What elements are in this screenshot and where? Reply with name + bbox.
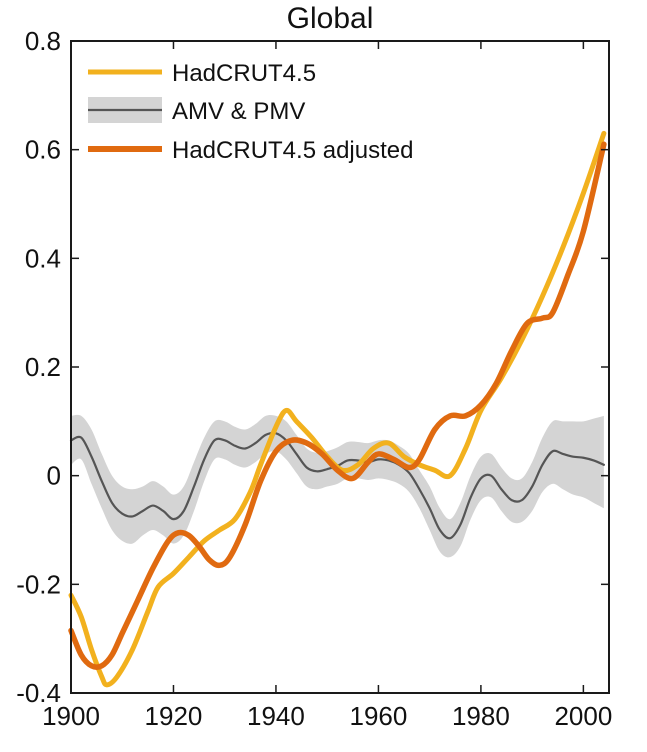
y-axis: -0.4 -0.2 0 0.2 0.4 0.6 0.8 xyxy=(16,26,609,708)
confidence-band-layer xyxy=(71,414,604,558)
hadcrut45-line xyxy=(68,130,607,688)
legend-label: AMV & PMV xyxy=(172,98,305,125)
legend-entry-hadcrut45: HadCRUT4.5 xyxy=(88,60,316,87)
x-tick-label: 1940 xyxy=(247,701,305,731)
legend-entry-hadcrut45-adjusted: HadCRUT4.5 adjusted xyxy=(88,137,413,164)
x-tick-label: 1920 xyxy=(145,701,203,731)
x-tick-label: 1900 xyxy=(42,701,100,731)
y-tick-label: -0.4 xyxy=(16,678,61,708)
x-tick-label: 2000 xyxy=(554,701,612,731)
hadcrut45-adjusted-line xyxy=(68,141,607,670)
y-tick-label: -0.2 xyxy=(16,569,61,599)
y-tick-label: 0.2 xyxy=(25,352,61,382)
y-tick-label: 0.4 xyxy=(25,243,61,273)
legend-entry-amv-pmv: AMV & PMV xyxy=(88,97,305,125)
y-tick-label: 0.8 xyxy=(25,26,61,56)
y-tick-label: 0.6 xyxy=(25,135,61,165)
amv-pmv-uncertainty-band xyxy=(71,414,604,558)
x-axis: 1900 1920 1940 1960 1980 2000 xyxy=(42,41,612,731)
legend-label: HadCRUT4.5 xyxy=(172,60,316,87)
chart-title: Global xyxy=(287,2,374,35)
x-tick-label: 1980 xyxy=(452,701,510,731)
x-tick-label: 1960 xyxy=(350,701,408,731)
series-line-layer xyxy=(68,130,607,688)
y-tick-label: 0 xyxy=(47,461,61,491)
legend: HadCRUT4.5 AMV & PMV HadCRUT4.5 adjusted xyxy=(88,60,413,164)
legend-label: HadCRUT4.5 adjusted xyxy=(172,137,413,164)
